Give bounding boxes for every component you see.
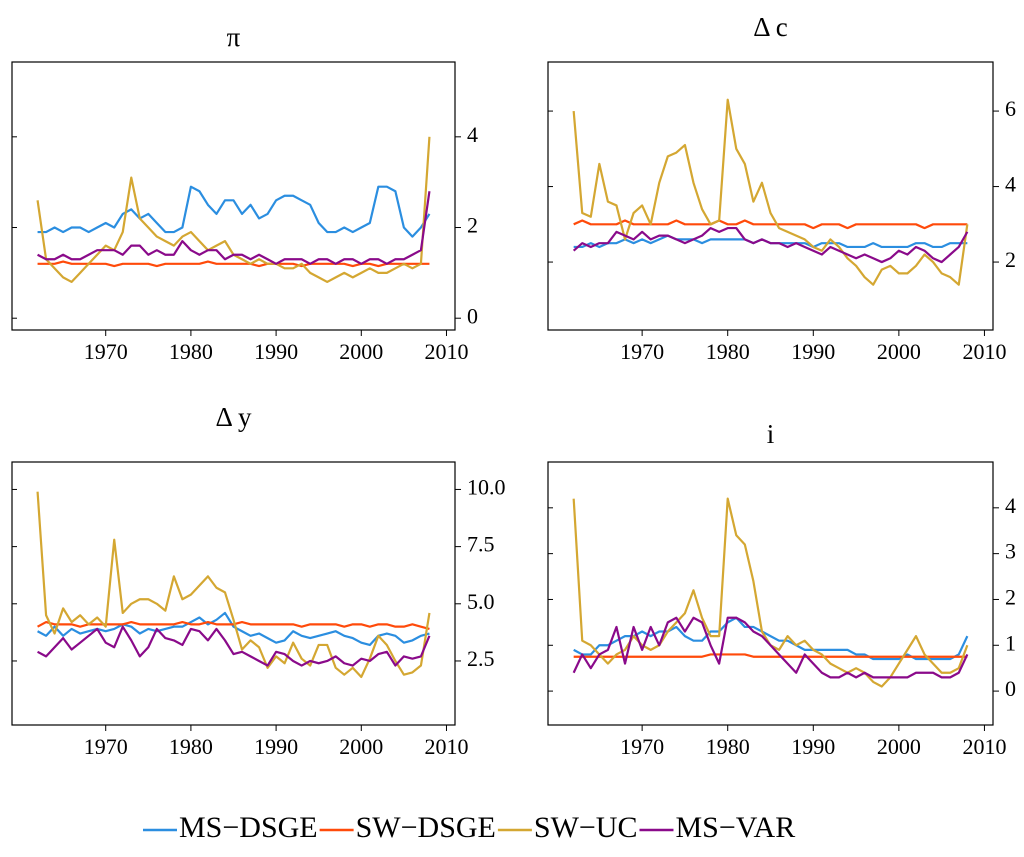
legend-label: MS−VAR	[675, 811, 795, 844]
y-tick-label: 2.5	[467, 646, 495, 671]
plot-frame	[11, 461, 456, 726]
x-tick-label: 1980	[169, 734, 213, 759]
x-tick-label: 1990	[254, 339, 298, 364]
plot-frame	[11, 61, 456, 331]
series-line	[37, 185, 431, 238]
x-tick-label: 1980	[169, 339, 213, 364]
x-tick-label: 1980	[706, 339, 750, 364]
series-line	[573, 219, 968, 230]
x-tick-label: 1990	[791, 734, 835, 759]
series-line	[572, 616, 969, 679]
x-tick-label: 1970	[84, 734, 128, 759]
y-tick-label: 5.0	[467, 589, 495, 614]
x-tick-label: 1970	[84, 339, 128, 364]
x-tick-label: 1990	[254, 734, 298, 759]
x-tick-label: 2010	[424, 734, 468, 759]
series-line	[37, 611, 430, 647]
series-line	[572, 98, 969, 286]
y-tick-label: 0	[467, 303, 478, 328]
x-tick-label: 2010	[962, 734, 1006, 759]
series-line	[37, 625, 431, 667]
x-tick-label: 2000	[877, 339, 921, 364]
y-tick-label: 1	[1005, 630, 1016, 655]
chart-title: i	[767, 419, 775, 449]
x-tick-label: 1980	[706, 734, 750, 759]
y-tick-label: 4	[1005, 493, 1016, 518]
series-line	[37, 191, 431, 265]
chart-title: Δ y	[215, 402, 252, 432]
x-tick-label: 2010	[962, 339, 1006, 364]
plot-frame	[547, 461, 994, 726]
legend-label: SW−DSGE	[356, 811, 496, 844]
legend-label: MS−DSGE	[179, 811, 318, 844]
x-tick-label: 2010	[424, 339, 468, 364]
x-tick-label: 2000	[339, 339, 383, 364]
series-line	[37, 260, 430, 268]
chart-title: π	[227, 22, 241, 52]
x-tick-label: 1970	[620, 339, 664, 364]
y-tick-label: 10.0	[467, 474, 506, 499]
series-line	[572, 226, 969, 264]
y-tick-label: 2	[467, 213, 478, 238]
legend-label: SW−UC	[534, 811, 638, 844]
chart-title: Δ c	[753, 12, 788, 42]
series-line	[573, 653, 968, 658]
plot-frame	[547, 61, 994, 331]
y-tick-label: 7.5	[467, 532, 495, 557]
y-tick-label: 2	[1005, 247, 1016, 272]
y-tick-label: 0	[1005, 676, 1016, 701]
series-line	[572, 497, 969, 688]
y-tick-label: 6	[1005, 96, 1016, 121]
x-tick-label: 1990	[791, 339, 835, 364]
x-tick-label: 1970	[620, 734, 664, 759]
y-tick-label: 4	[467, 122, 478, 147]
series-line	[573, 234, 968, 249]
series-line	[36, 491, 431, 679]
y-tick-label: 2	[1005, 585, 1016, 610]
y-tick-label: 4	[1005, 172, 1016, 197]
x-tick-label: 2000	[877, 734, 921, 759]
y-tick-label: 3	[1005, 539, 1016, 564]
x-tick-label: 2000	[339, 734, 383, 759]
